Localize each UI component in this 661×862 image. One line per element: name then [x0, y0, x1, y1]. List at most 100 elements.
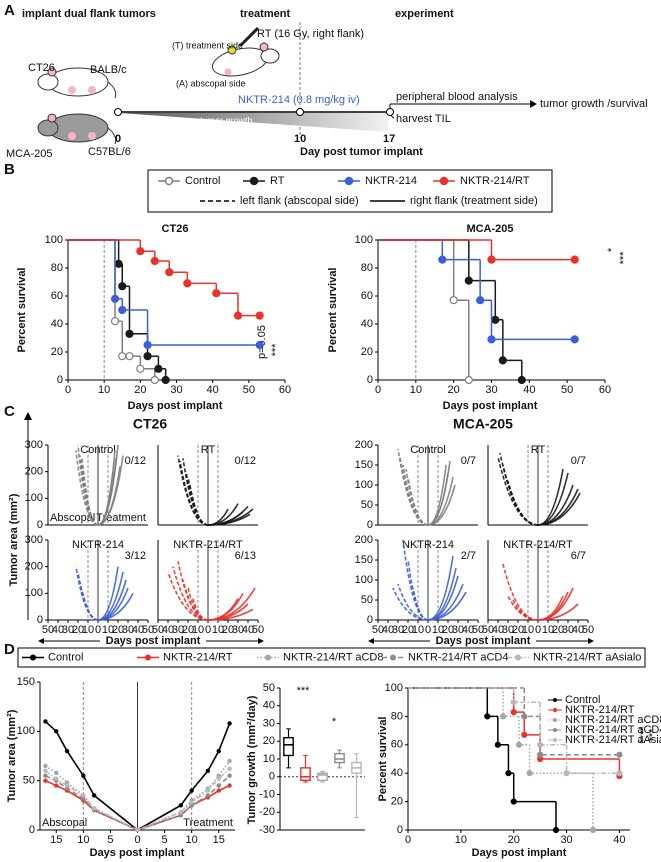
y-tick-label: 100: [25, 492, 43, 504]
y-tick-label: 0: [397, 824, 403, 836]
y-tick-label: 200: [355, 534, 373, 546]
x-tick-label: 20: [508, 834, 520, 846]
y-tick-label: 10: [263, 753, 275, 765]
survival-marker: [570, 255, 579, 264]
x-tick-label: 10: [102, 624, 114, 636]
chart-title: NKTR-214/RT: [503, 539, 573, 551]
legend-label: NKTR-214/RT: [163, 651, 233, 663]
legend-marker: [553, 708, 557, 712]
x-tick-label: 30: [452, 624, 464, 636]
legend-marker: [145, 654, 151, 661]
x-tick-label: 30: [232, 624, 244, 636]
y-tick-label: 200: [25, 466, 43, 478]
panel-label: C: [4, 403, 15, 420]
growth-curve: [207, 508, 254, 526]
y-tick-label: 0: [37, 519, 43, 531]
survival-marker: [143, 340, 152, 350]
y-tick-label: 100: [355, 234, 373, 246]
x-tick-label: 50: [142, 624, 154, 636]
mean-marker: [227, 758, 232, 764]
x-tick-label: 0: [95, 624, 101, 636]
survival-marker: [515, 741, 523, 748]
axis-label: Days post implant: [436, 635, 531, 647]
legend-label: RT: [270, 175, 285, 187]
label: Day post tumor implant: [300, 146, 423, 158]
mean-marker: [43, 768, 48, 773]
growth-curve: [79, 582, 99, 621]
survival-step: [494, 280, 503, 321]
legend-label: NKTR-214/RT aCD4: [565, 724, 661, 736]
y-tick-label: 300: [25, 439, 43, 451]
legend-marker: [439, 176, 449, 186]
chart-title: CT26: [162, 223, 189, 235]
survival-marker: [150, 256, 159, 266]
legend-label: NKTR-214/RT aAsialo: [565, 734, 661, 746]
legend-label: Control: [185, 175, 220, 187]
y-tick-label: 50: [23, 775, 35, 787]
y-tick-label: -20: [259, 806, 275, 818]
x-tick-label: 30: [392, 624, 404, 636]
y-tick-label: 0: [269, 771, 275, 783]
survival-marker: [484, 713, 491, 720]
growth-curve: [207, 587, 256, 621]
x-tick-label: 0: [535, 624, 541, 636]
y-tick-label: 60: [51, 290, 63, 302]
survival-step: [441, 240, 481, 261]
legend-marker: [249, 176, 259, 186]
y-tick-label: 80: [391, 710, 403, 722]
x-tick-label: 0: [425, 624, 431, 636]
x-tick-label: 30: [485, 384, 497, 396]
y-tick-label: 20: [361, 346, 373, 358]
survival-marker: [161, 375, 170, 385]
x-axis-label: Days post implant: [90, 847, 185, 859]
survival-marker: [510, 699, 517, 706]
legend-marker: [553, 718, 557, 722]
survival-marker: [537, 741, 544, 748]
x-tick-label: 50: [152, 624, 164, 636]
y-tick-label: 100: [355, 479, 373, 491]
mouse-gray: [37, 113, 117, 145]
survival-marker: [118, 352, 127, 361]
y-tick-label: 0: [367, 374, 373, 386]
fraction-label: 6/7: [571, 550, 586, 562]
x-tick-label: 40: [52, 624, 64, 636]
survival-marker: [255, 311, 264, 320]
mean-marker: [54, 770, 59, 775]
label: BALB/c: [90, 64, 127, 76]
growth-curve: [505, 476, 539, 526]
survival-marker: [118, 282, 127, 291]
x-tick-label: 40: [132, 624, 144, 636]
survival-marker: [110, 294, 120, 303]
x-tick-label: 20: [448, 384, 460, 396]
survival-marker: [500, 713, 507, 720]
fraction-label: 0/7: [461, 455, 476, 467]
heading: experiment: [395, 8, 454, 20]
x-tick-label: 40: [492, 624, 504, 636]
mouse-white: [37, 67, 117, 99]
legend-marker: [553, 728, 557, 732]
survival-step: [539, 702, 567, 746]
x-axis-label: Days post implant: [128, 400, 223, 412]
legend-label: Control: [48, 651, 83, 663]
y-tick-label: 80: [361, 262, 373, 274]
x-tick-label: 50: [472, 624, 484, 636]
survival-step: [186, 272, 217, 285]
x-tick-label: 0: [65, 384, 71, 396]
survival-step: [237, 293, 260, 317]
legend-label: left flank (abscopal side): [240, 195, 359, 207]
label: 0: [115, 133, 121, 145]
annotation: ***: [297, 685, 311, 697]
mean-marker: [81, 793, 86, 798]
chart-title: Control: [410, 444, 445, 456]
survival-marker: [114, 259, 123, 268]
mean-marker: [43, 763, 48, 769]
y-tick-label: 100: [355, 574, 373, 586]
survival-marker: [505, 770, 512, 777]
y-tick-label: 40: [361, 318, 373, 330]
survival-marker: [563, 770, 570, 777]
mean-marker: [227, 721, 232, 726]
y-tick-label: 50: [263, 682, 275, 694]
y-tick-label: 20: [391, 796, 403, 808]
survival-step: [452, 240, 469, 301]
y-axis-label: Percent survival: [16, 268, 28, 353]
